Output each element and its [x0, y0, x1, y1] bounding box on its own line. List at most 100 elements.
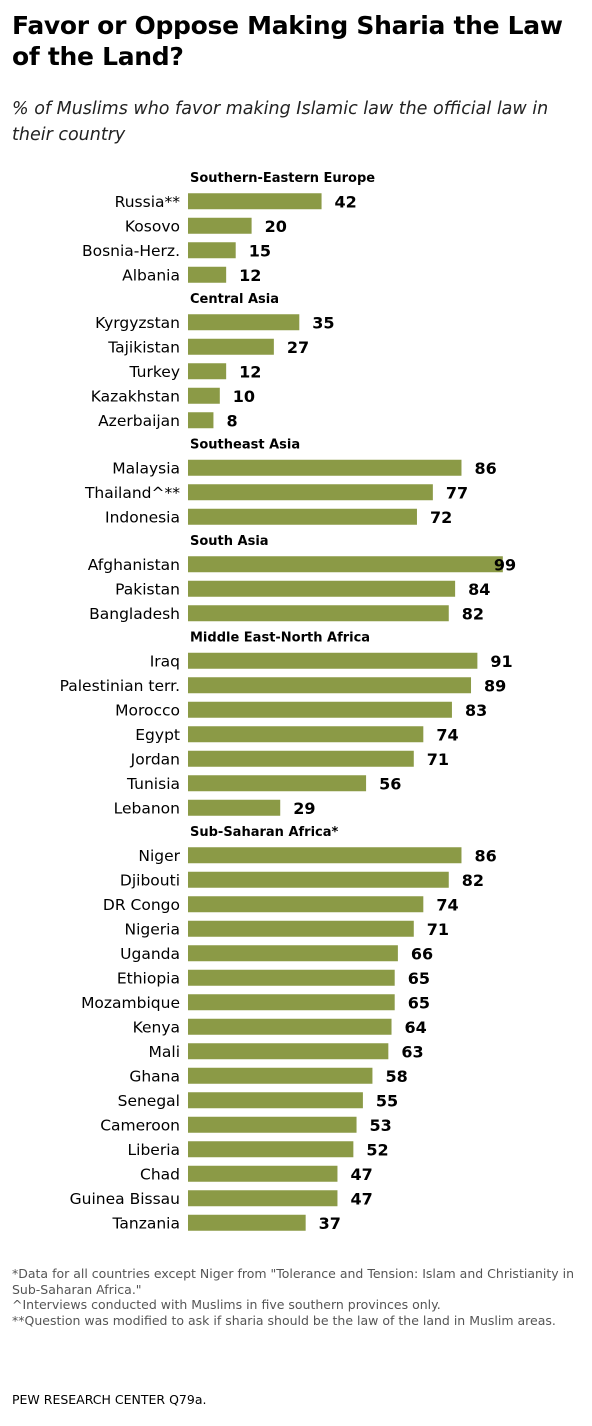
value-label: 55: [376, 1091, 398, 1110]
bar: [188, 1214, 306, 1231]
value-label: 47: [350, 1165, 372, 1184]
category-label: Niger: [138, 847, 180, 865]
chart-subtitle: % of Muslims who favor making Islamic la…: [12, 99, 549, 145]
value-label: 12: [239, 362, 261, 381]
category-label: Indonesia: [105, 508, 180, 526]
value-label: 12: [239, 266, 261, 285]
category-label: Chad: [140, 1165, 180, 1183]
bar: [188, 459, 462, 476]
value-label: 82: [462, 604, 484, 623]
bar: [188, 896, 424, 913]
category-label: Pakistan: [115, 580, 180, 598]
group-label: Central Asia: [190, 292, 279, 307]
category-label: Russia**: [115, 193, 181, 211]
value-label: 83: [465, 701, 487, 720]
value-label: 82: [462, 871, 484, 890]
value-label: 8: [226, 411, 237, 430]
category-label: Tajikistan: [107, 338, 180, 356]
value-label: 37: [319, 1214, 341, 1233]
bar: [188, 701, 452, 718]
category-label: Jordan: [130, 750, 180, 768]
category-label: Mozambique: [81, 994, 180, 1012]
bar: [188, 677, 472, 694]
category-label: Bosnia-Herz.: [82, 242, 180, 260]
bar: [188, 242, 236, 259]
category-label: Mali: [149, 1043, 180, 1061]
value-label: 47: [350, 1189, 372, 1208]
value-label: 77: [446, 483, 468, 502]
bar: [188, 847, 462, 864]
group-label: Southeast Asia: [190, 438, 300, 453]
group-label: Sub-Saharan Africa*: [190, 825, 339, 840]
bar: [188, 580, 456, 597]
bar: [188, 1043, 389, 1060]
value-label: 86: [474, 459, 496, 478]
value-label: 15: [249, 241, 271, 260]
category-label: DR Congo: [103, 896, 180, 914]
category-label: Uganda: [120, 945, 180, 963]
bar: [188, 387, 220, 404]
footnote-thailand: ^Interviews conducted with Muslims in fi…: [12, 1297, 441, 1312]
source-line: PEW RESEARCH CENTER Q79a.: [12, 1392, 207, 1407]
value-label: 91: [490, 652, 512, 671]
bar: [188, 193, 322, 210]
bar: [188, 338, 274, 355]
value-label: 71: [427, 920, 449, 939]
bar: [188, 412, 214, 429]
bar: [188, 217, 252, 234]
value-label: 71: [427, 750, 449, 769]
category-label: Tanzania: [112, 1214, 181, 1232]
chart-title: Favor or Oppose Making Sharia the Law of…: [12, 11, 563, 71]
bar: [188, 920, 414, 937]
bar: [188, 508, 417, 525]
bar: [188, 652, 478, 669]
bar: [188, 1116, 357, 1133]
value-label: 10: [233, 387, 255, 406]
value-label: 99: [494, 555, 516, 574]
category-label: Iraq: [150, 652, 180, 670]
value-label: 35: [312, 313, 334, 332]
value-label: 56: [379, 774, 401, 793]
bar: [188, 605, 449, 622]
bar: [188, 314, 300, 331]
category-label: Kyrgyzstan: [95, 314, 180, 332]
value-label: 74: [436, 895, 458, 914]
category-label: Ethiopia: [117, 969, 180, 987]
category-label: Kazakhstan: [91, 387, 180, 405]
category-label: Morocco: [115, 701, 180, 719]
category-label: Bangladesh: [89, 605, 180, 623]
group-label: Southern-Eastern Europe: [190, 171, 375, 186]
category-label: Malaysia: [112, 459, 180, 477]
category-label: Liberia: [128, 1141, 181, 1159]
value-label: 58: [385, 1067, 407, 1086]
value-label: 52: [366, 1140, 388, 1159]
category-label: Djibouti: [120, 871, 180, 889]
bar: [188, 1141, 354, 1158]
value-label: 65: [408, 993, 430, 1012]
value-label: 65: [408, 969, 430, 988]
value-label: 63: [401, 1042, 423, 1061]
bar: [188, 775, 367, 792]
category-label: Azerbaijan: [98, 412, 180, 430]
bar: [188, 799, 281, 816]
bar: [188, 484, 433, 501]
category-label: Turkey: [129, 363, 180, 381]
group-label: South Asia: [190, 534, 269, 549]
value-label: 66: [411, 944, 433, 963]
value-label: 53: [370, 1116, 392, 1135]
value-label: 29: [293, 799, 315, 818]
bar: [188, 266, 227, 283]
category-label: Egypt: [135, 726, 180, 744]
footnote-data-source: *Data for all countries except Niger fro…: [12, 1266, 575, 1297]
bar: [188, 1190, 338, 1207]
bar: [188, 363, 227, 380]
footnotes: *Data for all countries except Niger fro…: [12, 1266, 582, 1328]
category-label: Palestinian terr.: [60, 677, 180, 695]
bar: [188, 945, 398, 962]
category-label: Nigeria: [125, 920, 180, 938]
bar: [188, 556, 503, 573]
category-label: Cameroon: [100, 1116, 180, 1134]
bar: [188, 726, 424, 743]
value-label: 20: [265, 217, 287, 236]
